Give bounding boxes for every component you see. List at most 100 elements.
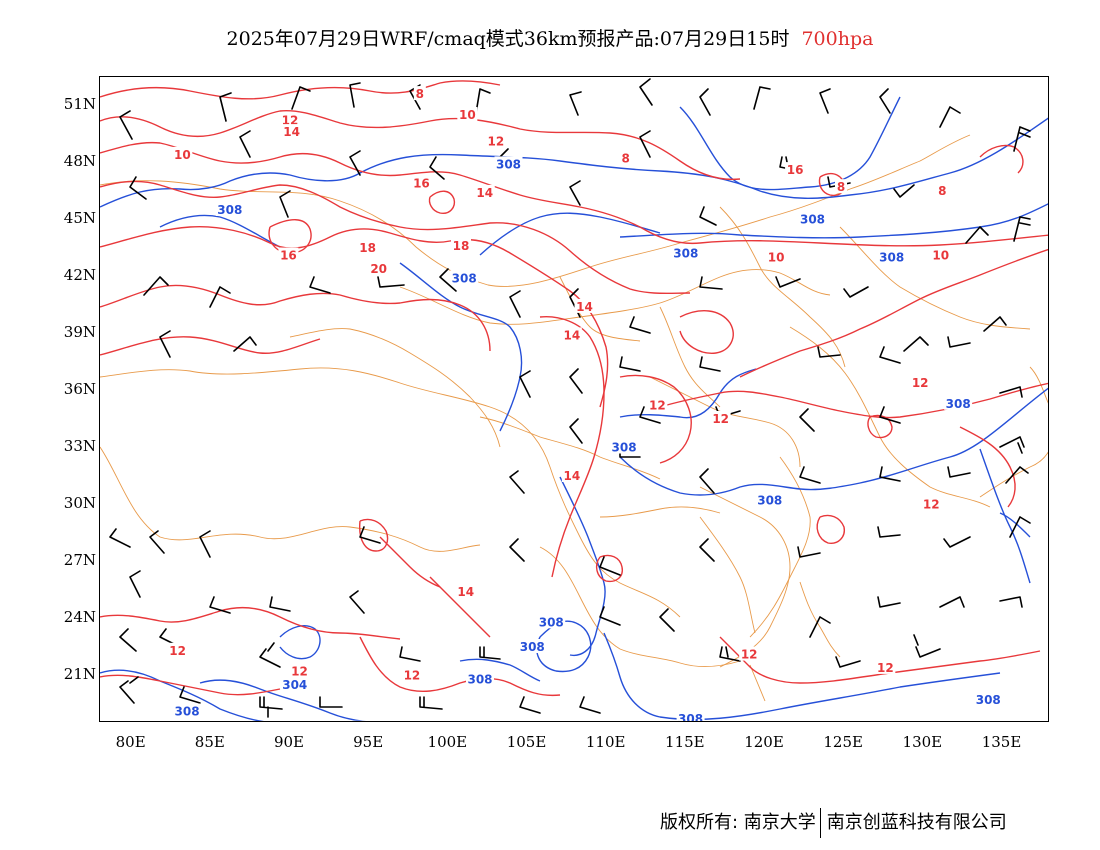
wind-barb xyxy=(377,276,405,288)
height-contour xyxy=(399,262,523,432)
height-contour-label: 308 xyxy=(217,203,242,217)
wind-barb xyxy=(143,276,169,296)
temperature-contour-label: 8 xyxy=(416,87,424,101)
wind-barb xyxy=(569,418,583,444)
height-contour-label-bg xyxy=(755,492,784,507)
temperature-contour-label: 8 xyxy=(837,180,845,194)
temperature-contour xyxy=(429,576,491,638)
temperature-contour-label: 20 xyxy=(370,262,387,276)
height-contour-label: 308 xyxy=(520,640,545,654)
height-contour xyxy=(479,212,661,256)
height-contour-label: 308 xyxy=(467,672,492,686)
height-contour xyxy=(619,368,757,419)
boundary-layer xyxy=(100,134,1048,702)
height-contour-label-bg xyxy=(345,720,374,721)
wind-barb xyxy=(1013,216,1031,242)
temperature-contour-label-bg xyxy=(368,260,389,275)
temperature-contour xyxy=(100,674,281,696)
wind-barb xyxy=(429,156,445,180)
boundary-line xyxy=(599,506,721,518)
boundary-line xyxy=(719,206,846,368)
temperature-contour-label-bg xyxy=(835,179,847,194)
temperature-contour xyxy=(679,310,734,354)
wind-barb xyxy=(947,336,971,348)
wind-barb xyxy=(629,316,651,334)
wind-barb xyxy=(509,538,525,562)
wind-barb xyxy=(879,88,891,114)
height-contour-label-bg xyxy=(798,211,827,226)
height-contour-label: 308 xyxy=(879,251,904,265)
temperature-contour-label-bg xyxy=(574,298,595,313)
height-contour xyxy=(603,632,1001,721)
wind-barb xyxy=(239,130,251,158)
temperature-contour-label: 12 xyxy=(877,661,894,675)
wind-barb xyxy=(199,530,211,558)
wind-barb xyxy=(799,408,815,432)
height-label-layer: 308 308 308 308 308 308 308 308 308 308 308 308 308 3… xyxy=(173,156,1003,721)
height-contour xyxy=(279,625,321,660)
temperature-contour-label: 10 xyxy=(459,108,476,122)
boundary-line xyxy=(1029,366,1048,404)
wind-barb xyxy=(319,696,343,708)
lat-tick-label: 48N xyxy=(63,151,96,170)
height-contour-label-bg xyxy=(676,711,705,721)
temperature-contour-label: 18 xyxy=(359,241,376,255)
temperature-contour-label: 16 xyxy=(787,163,804,177)
boundary-line xyxy=(699,516,756,634)
title-main: 2025年07月29日WRF/cmaq模式36km预报产品:07月29日15时 xyxy=(226,28,790,50)
boundary-line xyxy=(559,276,641,342)
wind-barb xyxy=(753,86,771,110)
wind-barb xyxy=(893,184,915,198)
height-contour-label: 308 xyxy=(452,271,477,285)
height-contour-label: 308 xyxy=(757,494,782,508)
temperature-contour-layer xyxy=(100,80,1048,697)
lat-tick-label: 33N xyxy=(63,436,96,455)
boundary-line xyxy=(659,306,721,408)
wind-barb xyxy=(509,290,521,318)
temperature-label-layer: 8 12 10 14 10 12 8 16 14 16 8 8 16 18 18 20 10 10 14 14 12 12… xyxy=(167,86,951,683)
wind-barb xyxy=(999,436,1025,454)
temperature-contour xyxy=(100,109,741,181)
boundary-line xyxy=(749,664,766,702)
temperature-contour-label-bg xyxy=(413,86,426,101)
wind-barb xyxy=(999,386,1023,398)
temperature-contour xyxy=(379,536,441,588)
lon-tick-label: 110E xyxy=(585,733,626,751)
wind-barb xyxy=(599,606,621,626)
temperature-contour-label-bg xyxy=(739,646,760,661)
boundary-line xyxy=(539,546,741,668)
wind-barb xyxy=(619,356,641,372)
height-contour-label-bg xyxy=(944,395,973,410)
temperature-contour-label-bg xyxy=(167,642,188,657)
height-contour-label-bg xyxy=(974,692,1003,707)
temperature-contour-label-bg xyxy=(411,175,432,190)
boundary-line xyxy=(289,328,501,448)
temperature-contour-label: 10 xyxy=(768,251,785,265)
temperature-contour xyxy=(100,141,1048,247)
wind-barb xyxy=(129,176,147,200)
boundary-line xyxy=(749,456,811,638)
wind-barb xyxy=(699,206,717,226)
lat-tick-label: 21N xyxy=(63,664,96,683)
temperature-contour-label-bg xyxy=(875,659,896,674)
temperature-contour-label: 10 xyxy=(932,249,949,263)
wind-barb-layer xyxy=(109,78,1031,718)
temperature-contour-label: 12 xyxy=(487,135,504,149)
boundary-line xyxy=(100,446,481,552)
temperature-contour-label: 12 xyxy=(649,399,666,413)
height-contour xyxy=(459,658,541,682)
temperature-contour-label-bg xyxy=(485,133,506,148)
temperature-contour-label: 14 xyxy=(457,585,474,599)
temperature-contour-label-bg xyxy=(451,238,471,253)
boundary-line xyxy=(399,269,831,325)
wind-barb xyxy=(699,276,723,290)
lon-tick-label: 130E xyxy=(902,733,943,751)
lon-tick-label: 85E xyxy=(194,733,225,751)
temperature-contour xyxy=(359,518,389,552)
wind-barb xyxy=(129,570,141,598)
wind-barb xyxy=(475,88,491,114)
temperature-contour xyxy=(595,554,623,583)
temperature-contour-label: 14 xyxy=(283,125,300,139)
wind-barb xyxy=(913,634,941,658)
wind-barb xyxy=(639,406,661,424)
